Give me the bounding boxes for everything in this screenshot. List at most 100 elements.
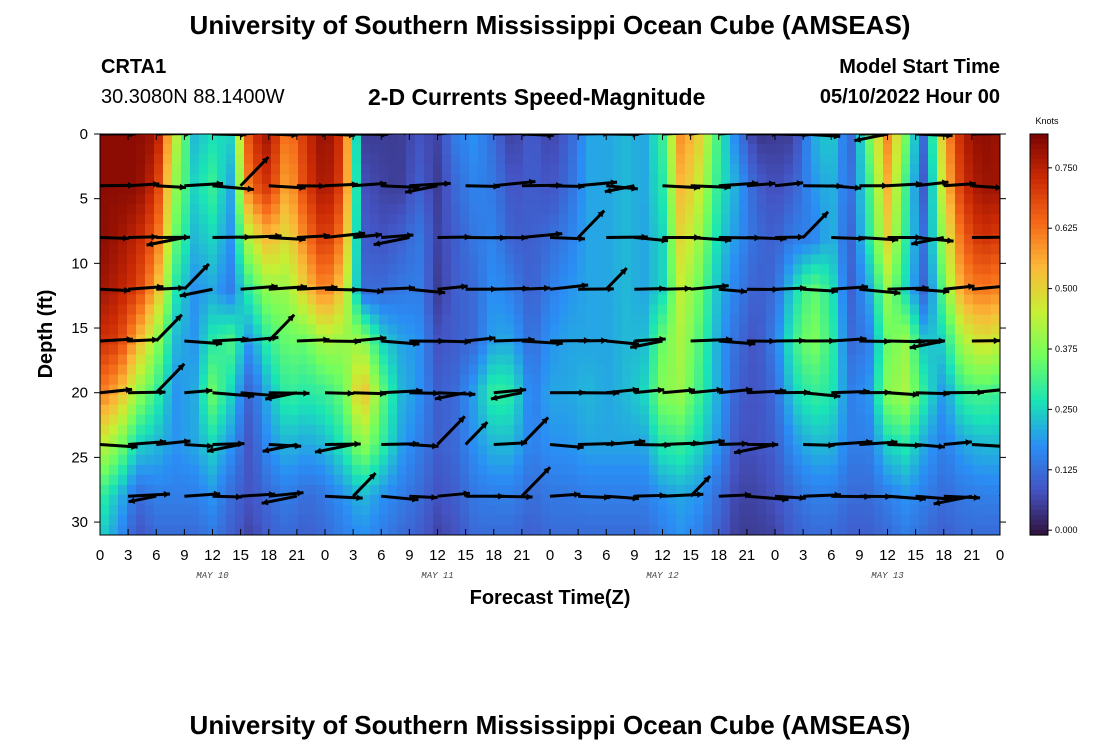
heat-cell: [217, 444, 227, 456]
heat-cell: [757, 374, 767, 386]
heat-cell: [847, 304, 857, 316]
heat-cell: [532, 384, 542, 396]
heat-cell: [883, 344, 893, 356]
heat-cell: [127, 484, 137, 496]
heat-cell: [397, 194, 407, 205]
heat-cell: [649, 514, 659, 526]
heat-cell: [334, 144, 344, 155]
heat-cell: [388, 444, 398, 456]
heat-cell: [973, 224, 983, 235]
heat-cell: [946, 224, 956, 235]
heat-cell: [757, 264, 767, 275]
heat-cell: [172, 224, 182, 235]
heat-cell: [163, 164, 173, 175]
heat-cell: [280, 414, 290, 426]
current-vector: [831, 440, 873, 446]
current-vector: [971, 285, 1000, 291]
heat-cell: [622, 144, 632, 155]
heat-cell: [775, 454, 785, 466]
heat-cell: [649, 264, 659, 275]
heat-cell: [469, 494, 479, 506]
heat-cell: [982, 464, 992, 476]
heat-cell: [127, 194, 137, 205]
heat-cell: [163, 414, 173, 426]
heat-cell: [487, 524, 497, 535]
heat-cell: [415, 314, 425, 326]
vector-arrowhead: [405, 187, 412, 195]
heat-cell: [757, 324, 767, 336]
heat-cell: [280, 354, 290, 366]
heat-cell: [748, 494, 758, 506]
heat-cell: [604, 454, 614, 466]
heat-cell: [217, 154, 227, 165]
heat-cell: [181, 214, 191, 225]
colorbar-step: [1030, 474, 1048, 481]
heat-cell: [811, 174, 821, 185]
heat-cell: [316, 434, 326, 446]
heat-cell: [451, 274, 461, 285]
heat-cell: [739, 514, 749, 526]
heat-cell: [919, 214, 929, 225]
heat-cell: [370, 304, 380, 316]
heat-cell: [865, 454, 875, 466]
heat-cell: [469, 194, 479, 205]
vector-arrowhead: [202, 263, 209, 271]
heat-cell: [955, 204, 965, 215]
heat-cell: [262, 354, 272, 366]
heat-cell: [685, 134, 695, 145]
heat-cell: [631, 174, 641, 185]
heat-cell: [568, 494, 578, 506]
heat-cell: [955, 254, 965, 265]
heat-cell: [253, 224, 263, 235]
heat-cell: [370, 164, 380, 175]
heat-cell: [100, 514, 110, 526]
heat-cell: [442, 344, 452, 356]
heat-cell: [226, 274, 236, 285]
y-tick-label: 0: [80, 126, 88, 143]
heat-cell: [622, 134, 632, 145]
heat-cell: [775, 344, 785, 356]
heat-cell: [442, 324, 452, 336]
heat-cell: [361, 454, 371, 466]
heat-cell: [181, 144, 191, 155]
heat-cell: [424, 274, 434, 285]
heat-cell: [712, 524, 722, 535]
heat-cell: [496, 434, 506, 446]
heat-cell: [910, 424, 920, 436]
heat-cell: [298, 424, 308, 436]
heat-cell: [811, 524, 821, 535]
colorbar-tick-label: 0.375: [1055, 344, 1078, 354]
heat-cell: [955, 334, 965, 346]
colorbar-step: [1030, 179, 1048, 185]
heat-cell: [163, 244, 173, 255]
heat-cell: [478, 174, 488, 185]
heat-cell: [181, 324, 191, 336]
heat-cell: [649, 134, 659, 145]
heat-cell: [424, 504, 434, 516]
heat-cell: [406, 244, 416, 255]
heat-cell: [640, 394, 650, 406]
heat-cell: [739, 294, 749, 306]
heat-cell: [343, 274, 353, 285]
heat-cell: [586, 304, 596, 316]
heat-cell: [172, 254, 182, 265]
heat-cell: [658, 144, 668, 155]
heat-cell: [577, 494, 587, 506]
heat-cell: [784, 274, 794, 285]
heat-cell: [289, 424, 299, 436]
heat-cell: [172, 424, 182, 436]
heat-cell: [136, 244, 146, 255]
heat-cell: [208, 494, 218, 506]
heat-cell: [874, 244, 884, 255]
heat-cell: [469, 324, 479, 336]
heat-cell: [766, 464, 776, 476]
heat-cell: [892, 494, 902, 506]
heat-cell: [577, 224, 587, 235]
heat-cell: [892, 144, 902, 155]
heat-cell: [982, 344, 992, 356]
heat-cell: [541, 524, 551, 535]
heat-cell: [451, 394, 461, 406]
heat-cell: [172, 384, 182, 396]
heat-cell: [568, 384, 578, 396]
heat-cell: [820, 294, 830, 306]
